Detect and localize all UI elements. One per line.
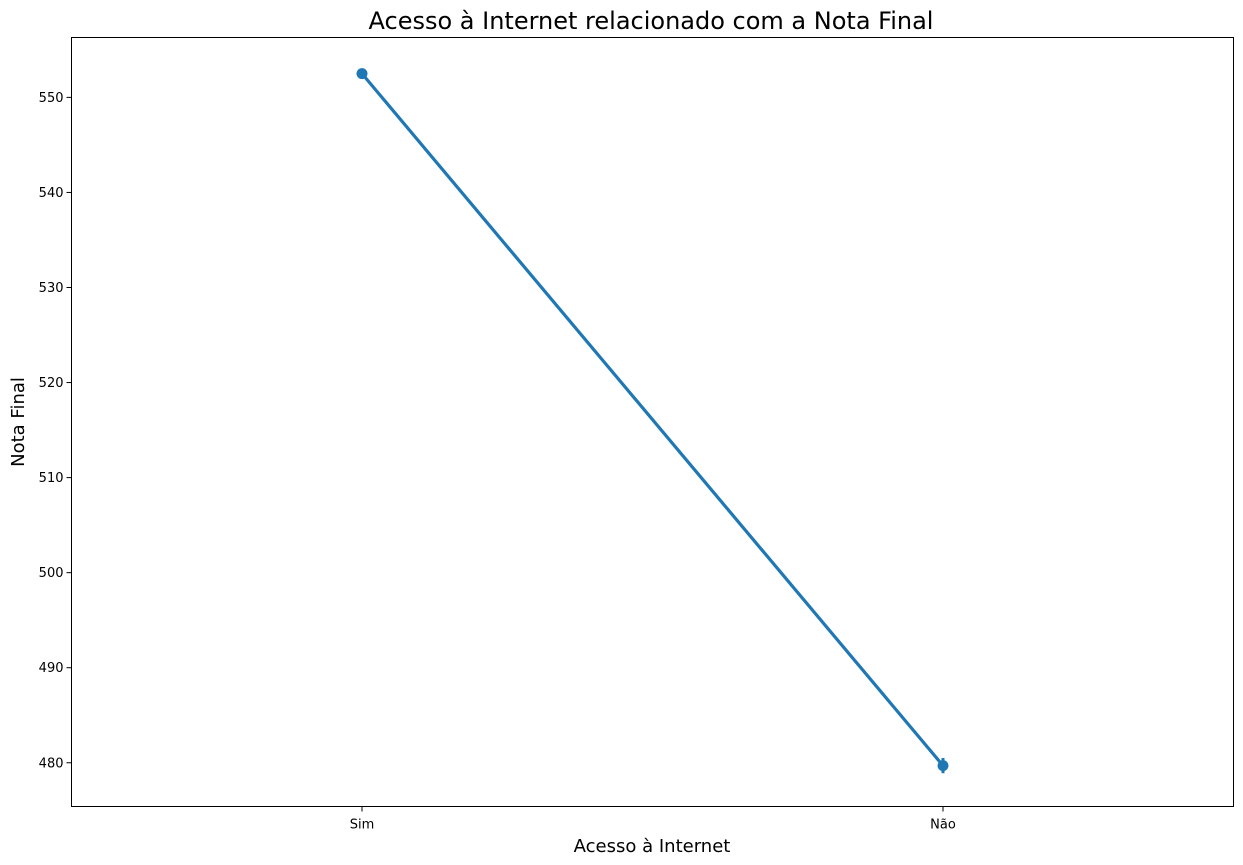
y-tick-label: 540 xyxy=(39,186,64,201)
x-axis: Sim Não xyxy=(350,806,956,833)
data-point xyxy=(937,760,949,772)
series-layer xyxy=(356,68,949,774)
y-tick-label: 480 xyxy=(39,756,64,771)
x-tick-label: Sim xyxy=(350,818,375,833)
x-tick-label: Não xyxy=(930,818,956,833)
plot-frame xyxy=(71,37,1234,807)
series-line xyxy=(360,72,945,767)
y-tick-label: 530 xyxy=(39,281,64,296)
data-point xyxy=(356,68,368,80)
y-tick-label: 550 xyxy=(39,91,64,106)
plot-area xyxy=(71,37,1234,807)
chart-title: Acesso à Internet relacionado com a Nota… xyxy=(369,7,934,35)
y-tick-label: 510 xyxy=(39,471,64,486)
y-tick-label: 500 xyxy=(39,566,64,581)
y-axis: 480 490 500 510 520 530 540 550 xyxy=(39,91,72,771)
y-tick-label: 520 xyxy=(39,376,64,391)
y-tick-label: 490 xyxy=(39,661,64,676)
x-axis-label: Acesso à Internet xyxy=(574,836,731,857)
y-axis-label: Nota Final xyxy=(8,377,29,467)
